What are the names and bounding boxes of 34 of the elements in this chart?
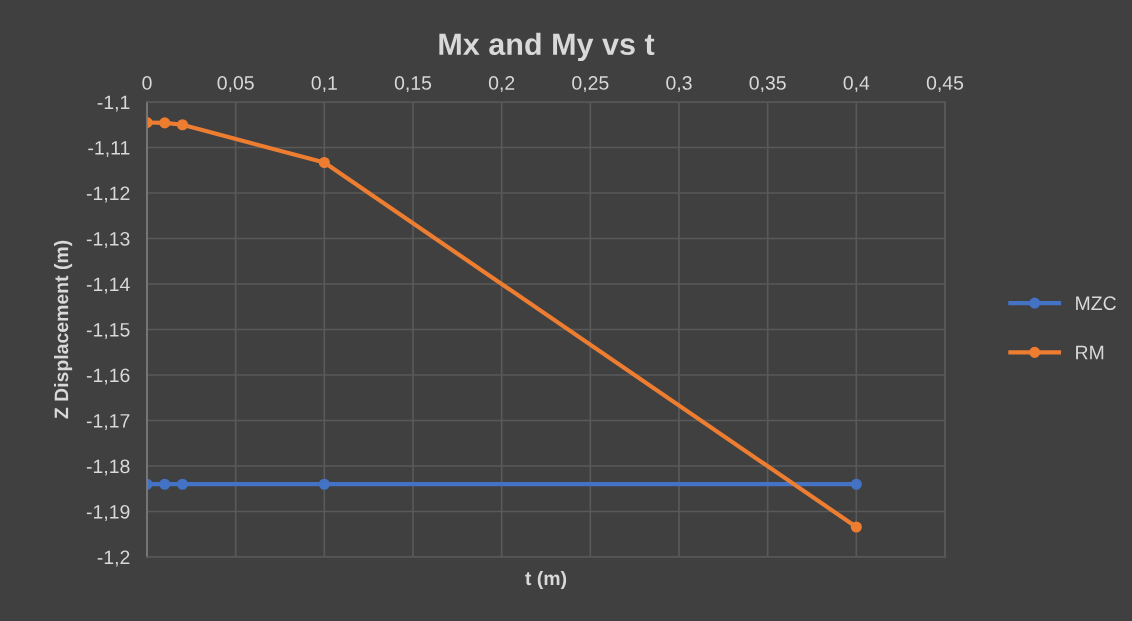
point	[850, 478, 862, 490]
y-tick-label: -1,1	[97, 95, 130, 112]
y-tick-label: -1,13	[86, 231, 130, 249]
point	[176, 478, 189, 490]
x-tick-label: 0,3	[666, 76, 692, 93]
y-tick-label: -1,17	[86, 414, 130, 431]
x-tick-label: 0	[142, 76, 152, 90]
x-tick-label: 0,4	[843, 76, 870, 93]
y-tick-label: -1,11	[88, 141, 130, 158]
x-tick-label: 0,45	[926, 76, 964, 93]
x-tick-label: 0,35	[749, 76, 786, 93]
point	[159, 478, 171, 490]
y-tick-label: -1,19	[86, 504, 130, 522]
y-tick-label: -1,2	[97, 550, 130, 567]
point	[318, 478, 330, 490]
point	[318, 156, 330, 169]
x-tick-label: 0,1	[311, 76, 337, 93]
y-axis-title: Z Displacement (m)	[54, 240, 73, 419]
point	[159, 117, 171, 129]
x-tick-label: 0,25	[572, 76, 609, 93]
legend-label: RM	[1076, 345, 1104, 360]
x-axis-title: t (m)	[525, 570, 567, 590]
legend-label: MZC	[1076, 296, 1116, 311]
y-tick-label: -1,16	[86, 368, 130, 385]
y-tick-label: -1,15	[86, 323, 130, 340]
x-tick-label: 0,05	[217, 76, 254, 93]
point	[176, 119, 189, 131]
x-tick-label: 0,2	[488, 76, 515, 93]
point	[850, 521, 862, 533]
x-tick-label: 0,15	[394, 76, 432, 93]
y-tick-label: -1,18	[86, 459, 130, 476]
y-tick-label: -1,12	[86, 186, 130, 203]
y-tick-label: -1,14	[86, 277, 130, 294]
chart-title: Mx and My vs t	[439, 32, 655, 62]
